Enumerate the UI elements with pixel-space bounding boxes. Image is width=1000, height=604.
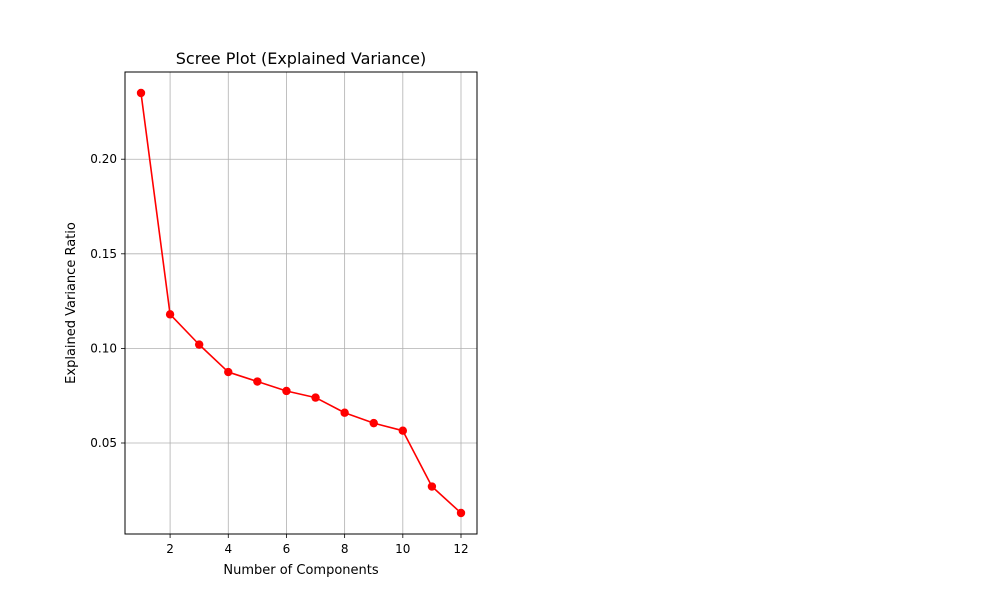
data-point [194, 340, 204, 349]
tick-layer: 2 4 6 8 10 12 0.05 0.10 0.15 0.20 [90, 152, 468, 556]
series-line [140, 92, 462, 514]
grid-layer [125, 72, 477, 534]
y-tick-label: 0.05 [90, 436, 117, 450]
x-tick-label: 6 [283, 542, 291, 556]
x-tick-label: 12 [453, 542, 468, 556]
x-tick-label: 4 [224, 542, 232, 556]
y-tick-label: 0.15 [90, 247, 117, 261]
data-point [311, 393, 320, 402]
data-point [340, 408, 349, 417]
plot-frame [124, 71, 478, 535]
data-point [224, 367, 233, 377]
data-point [136, 88, 146, 98]
data-point [282, 386, 291, 396]
x-axis-label: Number of Components [223, 563, 378, 578]
x-tick-label: 8 [341, 542, 349, 556]
data-point [398, 426, 408, 435]
y-tick-label: 0.20 [90, 152, 117, 166]
data-point [427, 482, 437, 491]
series-layer [136, 88, 466, 518]
y-tick-label: 0.10 [90, 341, 117, 355]
x-tick-label: 10 [395, 542, 410, 556]
data-point [253, 377, 262, 386]
data-point [456, 508, 466, 518]
data-point [165, 310, 175, 319]
chart-title: Scree Plot (Explained Variance) [176, 49, 426, 68]
x-tick-label: 2 [166, 542, 174, 556]
y-axis-label: Explained Variance Ratio [64, 222, 79, 384]
data-point [369, 418, 378, 428]
